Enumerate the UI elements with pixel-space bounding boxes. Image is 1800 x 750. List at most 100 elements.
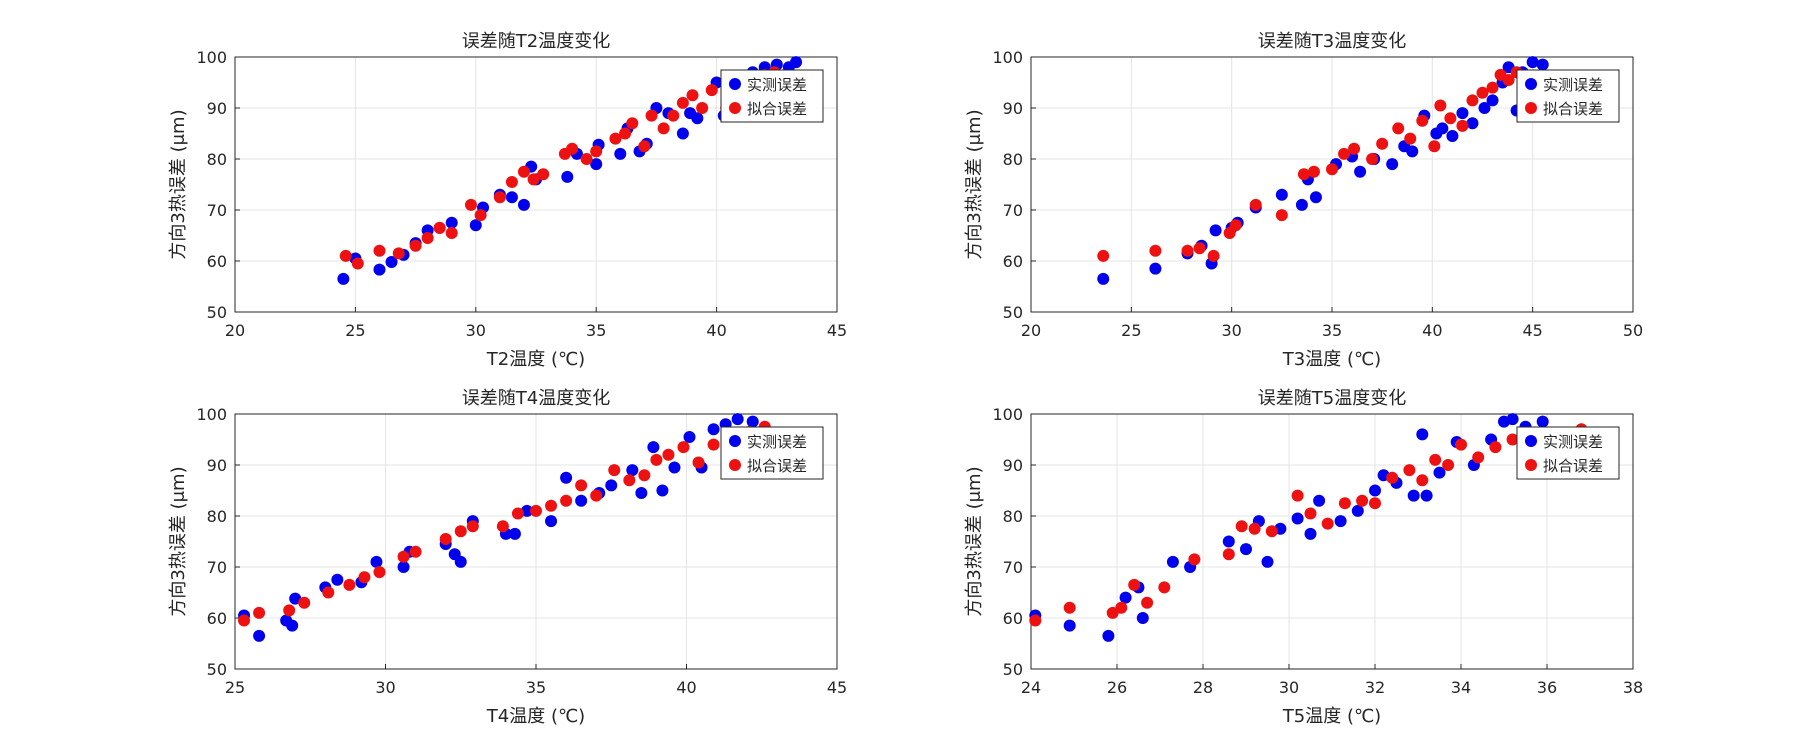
y-axis-label: 方向3热误差 (μm): [168, 109, 189, 259]
fitted-point: [1222, 548, 1235, 561]
y-axis-label: 方向3热误差 (μm): [964, 109, 985, 259]
x-tick-label: 30: [1221, 321, 1241, 340]
measured-point: [731, 413, 744, 426]
fitted-point: [1326, 163, 1338, 176]
fitted-point: [1416, 474, 1429, 487]
legend-marker-fitted: [1525, 102, 1537, 114]
x-tick-label: 32: [1365, 678, 1385, 697]
fitted-point: [1434, 99, 1447, 112]
y-tick-label: 90: [207, 99, 227, 118]
axis-ticks: 20 25 30 35 40 45 50 50 60 70 80 90 100: [992, 48, 1643, 340]
x-tick-label: 20: [225, 321, 245, 340]
axis-ticks: 25 30 35 40 45 50 60 70 80 90 100: [196, 405, 847, 697]
fitted-point: [677, 441, 690, 454]
fitted-point: [1502, 73, 1515, 86]
x-tick-label: 28: [1193, 678, 1213, 697]
fitted-point: [638, 469, 651, 482]
measured-point: [590, 158, 603, 171]
y-tick-label: 80: [207, 150, 227, 169]
x-tick-label: 35: [526, 678, 546, 697]
y-tick-label: 100: [992, 405, 1023, 424]
fitted-point: [676, 96, 689, 109]
measured-point: [626, 464, 639, 477]
fitted-point: [527, 173, 540, 186]
y-tick-label: 100: [196, 405, 227, 424]
fitted-point: [1466, 94, 1479, 107]
fitted-point: [667, 109, 680, 122]
x-tick-label: 45: [827, 321, 847, 340]
fitted-point: [358, 571, 371, 584]
fitted-point: [1265, 525, 1278, 538]
legend-label-measured: 实测误差: [747, 76, 807, 94]
y-tick-label: 70: [1003, 201, 1023, 220]
measured-point: [469, 219, 482, 232]
fitted-point: [696, 102, 709, 114]
fitted-point: [445, 226, 458, 239]
fitted-point: [1506, 433, 1519, 446]
fitted-point: [298, 596, 311, 609]
measured-point: [605, 479, 618, 492]
x-tick-label: 25: [225, 678, 245, 697]
x-tick-label: 40: [1422, 321, 1442, 340]
fitted-point: [1429, 453, 1442, 466]
fitted-point: [496, 520, 509, 533]
measured-point: [1486, 94, 1499, 107]
fitted-point: [373, 244, 386, 257]
measured-point: [1063, 619, 1076, 632]
measured-point: [656, 484, 669, 497]
measured-point: [1261, 555, 1274, 568]
measured-point: [1102, 629, 1115, 642]
measured-point: [746, 415, 759, 428]
fitted-point: [1489, 441, 1502, 454]
fitted-point: [1181, 244, 1194, 257]
legend-label-fitted: 拟合误差: [747, 457, 807, 475]
x-tick-label: 34: [1451, 678, 1471, 697]
fitted-point: [1321, 517, 1334, 530]
measured-point: [1354, 165, 1367, 178]
fitted-point: [1403, 464, 1416, 477]
fitted-point: [373, 566, 386, 579]
fitted-point: [545, 499, 558, 512]
fitted-point: [1392, 122, 1405, 135]
fitted-point: [397, 550, 410, 563]
y-tick-label: 100: [196, 48, 227, 67]
plot-frame: [234, 56, 838, 313]
fitted-point: [560, 494, 573, 507]
chart-title: 误差随T5温度变化: [1258, 388, 1406, 409]
fitted-point: [1207, 249, 1220, 262]
legend-box: [720, 69, 824, 123]
measured-point: [1466, 117, 1479, 130]
fitted-point: [1063, 601, 1076, 614]
measured-point: [1506, 413, 1519, 426]
measured-point: [691, 112, 704, 125]
fitted-point: [1455, 438, 1467, 451]
axis-ticks: 20 25 30 35 40 45 50 60 70 80 90 100: [196, 48, 847, 340]
measured-point: [1136, 612, 1149, 624]
measured-point: [1456, 107, 1469, 120]
measured-point: [561, 170, 574, 183]
measured-point: [1291, 512, 1304, 525]
x-tick-label: 40: [676, 678, 696, 697]
fitted-point: [1366, 153, 1379, 165]
fitted-point: [580, 153, 593, 165]
fitted-point: [626, 117, 639, 130]
measured-point: [1149, 262, 1162, 275]
fitted-point: [686, 89, 699, 102]
measured-point: [1436, 122, 1449, 135]
legend-marker-measured: [1525, 435, 1537, 447]
plot-frame: [1030, 413, 1634, 670]
fitted-point: [1428, 140, 1441, 153]
fitted-point: [283, 604, 296, 617]
x-tick-label: 40: [706, 321, 726, 340]
fitted-point: [464, 198, 477, 211]
fitted-point: [238, 614, 251, 627]
fitted-point: [339, 249, 352, 262]
legend: 实测误差 拟合误差: [720, 69, 824, 123]
fitted-point: [638, 140, 651, 153]
chart-title: 误差随T4温度变化: [462, 388, 610, 409]
y-tick-label: 50: [1003, 303, 1023, 322]
legend-label-measured: 实测误差: [747, 433, 807, 451]
x-tick-label: 35: [586, 321, 606, 340]
x-tick-label: 36: [1537, 678, 1557, 697]
legend-marker-fitted: [729, 102, 741, 114]
